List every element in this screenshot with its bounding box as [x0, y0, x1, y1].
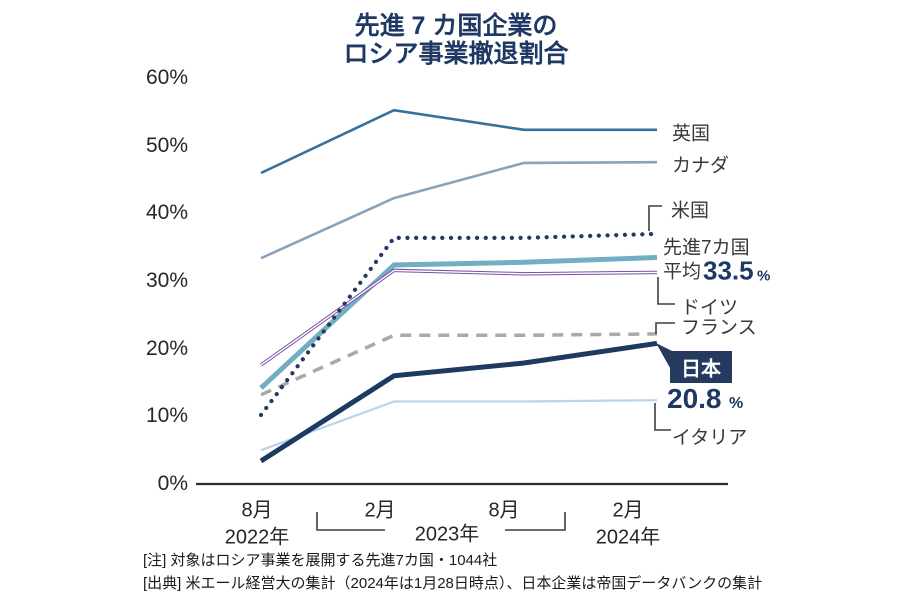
series-line-g7-average [259, 255, 658, 390]
year-2023-right-bracket [505, 512, 566, 531]
chart-title-line2: ロシア事業撤退割合 [343, 40, 569, 68]
series-line-italy [260, 399, 658, 452]
y-axis-label-10: 10% [145, 404, 188, 427]
x-year-2023: 2023年 [414, 523, 480, 546]
us-label-connector [648, 205, 662, 231]
g7-average-label-line1: 先進7カ国 [663, 237, 750, 259]
note-line: [注] 対象はロシア事業を展開する先進7カ国・1044社 [143, 552, 498, 569]
x-year-2024: 2024年 [595, 526, 661, 549]
japan-badge-label: 日本 [681, 358, 721, 381]
us-label: 米国 [671, 200, 710, 222]
germany-label-connector [657, 277, 675, 305]
y-axis-label-50: 50% [145, 134, 188, 157]
y-axis-label-0: 0% [157, 472, 188, 495]
chart-title: 先進 7 カ国企業の ロシア事業撤退割合 [343, 12, 568, 68]
series-line-us [258, 231, 660, 418]
x-tick-aug-2022: 8月 [241, 499, 273, 522]
germany-label: ドイツ [681, 297, 739, 319]
y-axis-label-30: 30% [145, 269, 188, 292]
italy-label-connector [654, 403, 671, 431]
series-line-japan [259, 340, 658, 464]
y-axis-label-20: 20% [145, 337, 188, 360]
japan-value: 20.8 [667, 383, 722, 414]
g7-average-value: 33.5 [703, 255, 754, 286]
italy-label: イタリア [672, 427, 748, 449]
japan-badge-box [670, 351, 732, 383]
x-year-2022: 2022年 [224, 526, 290, 549]
canada-label: カナダ [672, 155, 730, 177]
y-axis-label-60: 60% [145, 66, 188, 89]
series-line-germany-core [260, 269, 658, 366]
france-label: フランス [681, 317, 757, 339]
year-2023-left-bracket [316, 512, 385, 531]
series-line-france [260, 332, 658, 397]
japan-percent-sign: % [729, 395, 744, 412]
label-connectors [316, 205, 675, 531]
chart-title-line1: 先進 7 カ国企業の [354, 12, 558, 40]
series-line-canada [260, 160, 658, 260]
uk-label: 英国 [672, 123, 711, 145]
g7-average-label-line2: 平均 [663, 261, 702, 283]
x-tick-feb-2024: 2月 [612, 499, 644, 522]
x-tick-feb-2023: 2月 [364, 499, 396, 522]
france-label-connector [655, 322, 675, 334]
source-line: [出典] 米エール経営大の集計（2024年は1月28日時点）、日本企業は帝国デー… [143, 575, 763, 592]
japan-badge-pointer [656, 343, 674, 375]
y-axis-label-40: 40% [145, 201, 188, 224]
x-tick-aug-2023: 8月 [488, 499, 520, 522]
series-line-uk [260, 108, 657, 175]
series-lines [258, 108, 660, 464]
g7-average-percent-sign: % [757, 267, 771, 285]
